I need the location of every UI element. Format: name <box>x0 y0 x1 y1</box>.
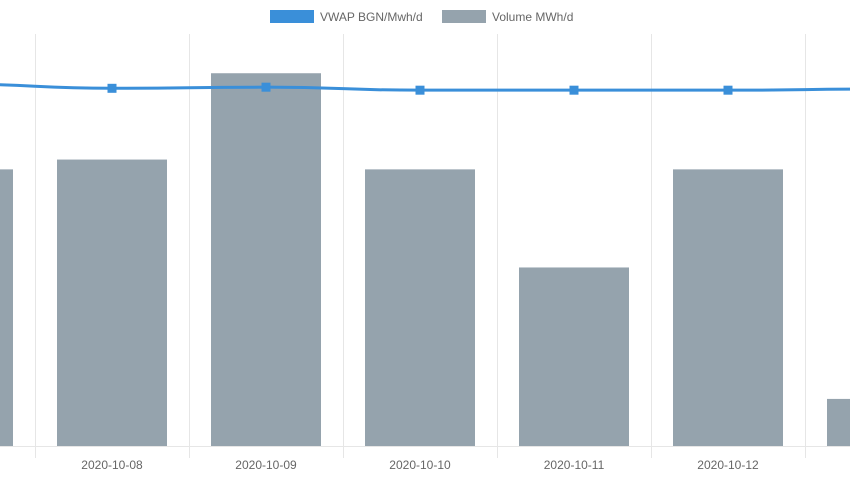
x-tick-label: 2020-10-09 <box>235 458 297 472</box>
legend-label-volume[interactable]: Volume MWh/d <box>492 10 573 24</box>
vwap-point[interactable] <box>723 85 733 95</box>
legend-swatch-volume[interactable] <box>442 10 486 23</box>
x-tick-label: 2020-10-12 <box>697 458 759 472</box>
vwap-point[interactable] <box>261 82 271 92</box>
legend: VWAP BGN/Mwh/d Volume MWh/d <box>270 10 573 24</box>
legend-label-vwap[interactable]: VWAP BGN/Mwh/d <box>320 10 423 24</box>
grid <box>0 34 850 458</box>
x-tick-label: 2020-10-08 <box>81 458 143 472</box>
x-tick-label: 2020-10-11 <box>544 458 605 472</box>
volume-bar[interactable] <box>519 267 629 446</box>
vwap-point[interactable] <box>569 85 579 95</box>
volume-bar[interactable] <box>827 398 850 446</box>
vwap-point[interactable] <box>107 83 117 93</box>
volume-bar[interactable] <box>365 169 475 446</box>
vwap-line <box>0 83 850 92</box>
line-series <box>0 82 850 95</box>
volume-bar[interactable] <box>673 169 783 446</box>
bar-series <box>0 73 850 447</box>
volume-bar[interactable] <box>211 73 321 446</box>
volume-bar[interactable] <box>0 169 13 446</box>
x-tick-label: 2020-10-10 <box>389 458 451 472</box>
vwap-point[interactable] <box>415 85 425 95</box>
x-axis: 2020-10-072020-10-082020-10-092020-10-10… <box>81 458 759 472</box>
volume-bar[interactable] <box>57 159 167 447</box>
legend-swatch-vwap[interactable] <box>270 10 314 23</box>
